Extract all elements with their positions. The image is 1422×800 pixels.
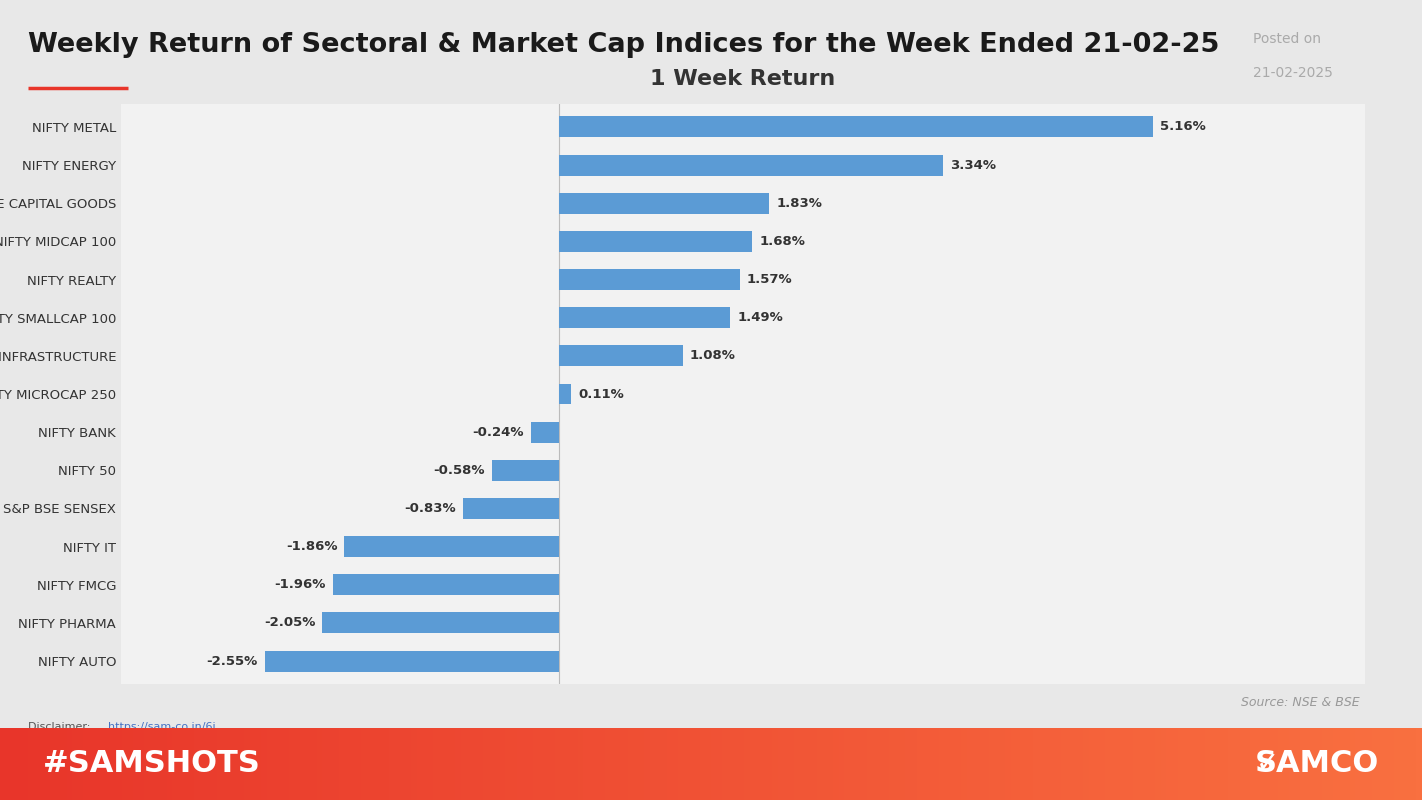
Title: 1 Week Return: 1 Week Return [650,69,836,89]
Text: https://sam-co.in/6j: https://sam-co.in/6j [108,722,215,732]
Text: #SAMSHOTS: #SAMSHOTS [43,750,260,778]
Bar [333,574,559,595]
Text: Source: NSE & BSE: Source: NSE & BSE [1241,695,1359,709]
Text: 3.34%: 3.34% [950,158,997,171]
Bar [559,346,683,366]
Text: 1.57%: 1.57% [747,273,792,286]
Text: Weekly Return of Sectoral & Market Cap Indices for the Week Ended 21-02-25: Weekly Return of Sectoral & Market Cap I… [28,32,1220,58]
Text: Posted on: Posted on [1253,32,1321,46]
Bar [559,193,769,214]
Text: 1.08%: 1.08% [690,350,735,362]
Bar [530,422,559,442]
Text: -0.58%: -0.58% [434,464,485,477]
Bar [559,383,572,405]
Bar [559,154,943,175]
Bar [559,307,731,328]
Bar [559,231,752,252]
Bar [264,650,559,671]
Text: 5.16%: 5.16% [1160,120,1206,134]
Text: ✓: ✓ [1256,750,1278,778]
Text: -1.86%: -1.86% [286,540,337,553]
Text: -2.55%: -2.55% [206,654,257,668]
Text: -0.24%: -0.24% [472,426,525,438]
Text: 21-02-2025: 21-02-2025 [1253,66,1332,80]
Bar [464,498,559,519]
Text: Disclaimer:: Disclaimer: [28,722,94,732]
Bar [559,117,1153,138]
Text: 1.68%: 1.68% [759,235,805,248]
Text: -0.83%: -0.83% [404,502,456,515]
Bar [492,460,559,481]
Text: 0.11%: 0.11% [579,387,624,401]
Text: -1.96%: -1.96% [274,578,326,591]
Text: 1.49%: 1.49% [737,311,784,324]
Bar [323,613,559,634]
Text: SAMCO: SAMCO [1256,750,1379,778]
Text: -2.05%: -2.05% [264,617,316,630]
Bar [559,269,739,290]
Bar [344,536,559,557]
Text: 1.83%: 1.83% [776,197,822,210]
